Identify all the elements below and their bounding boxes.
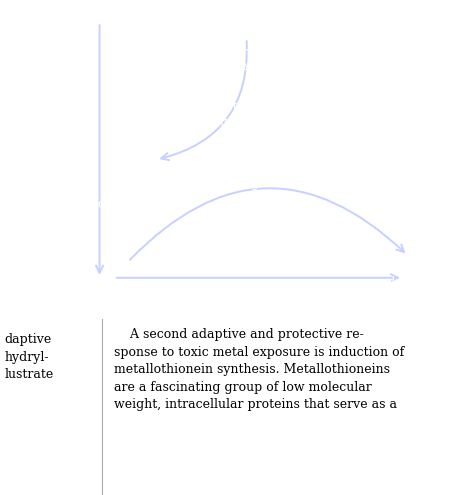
Text: glutathione: glutathione: [383, 276, 460, 289]
Text: γ-glutamylcysteine
synthetase: γ-glutamylcysteine synthetase: [204, 100, 317, 129]
Text: glycine, ATP: glycine, ATP: [81, 198, 152, 211]
Text: daptive
hydryl-
lustrate: daptive hydryl- lustrate: [5, 333, 54, 381]
Text: glutathione
synthetase: glutathione synthetase: [250, 177, 319, 206]
Text: γ-glutamylcysteine: γ-glutamylcysteine: [19, 276, 146, 289]
Text: Mg++
K+: Mg++ K+: [5, 120, 47, 148]
Text: glutamic
acid, ATP: glutamic acid, ATP: [209, 46, 262, 75]
Text: ADP, Pi: ADP, Pi: [175, 163, 217, 176]
Text: Mg++, K+: Mg++, K+: [215, 300, 278, 313]
Text: cysteine: cysteine: [72, 6, 128, 19]
Text: ADP, Pi: ADP, Pi: [374, 198, 416, 211]
Text: A second adaptive and protective re-
sponse to toxic metal exposure is induction: A second adaptive and protective re- spo…: [114, 328, 404, 411]
